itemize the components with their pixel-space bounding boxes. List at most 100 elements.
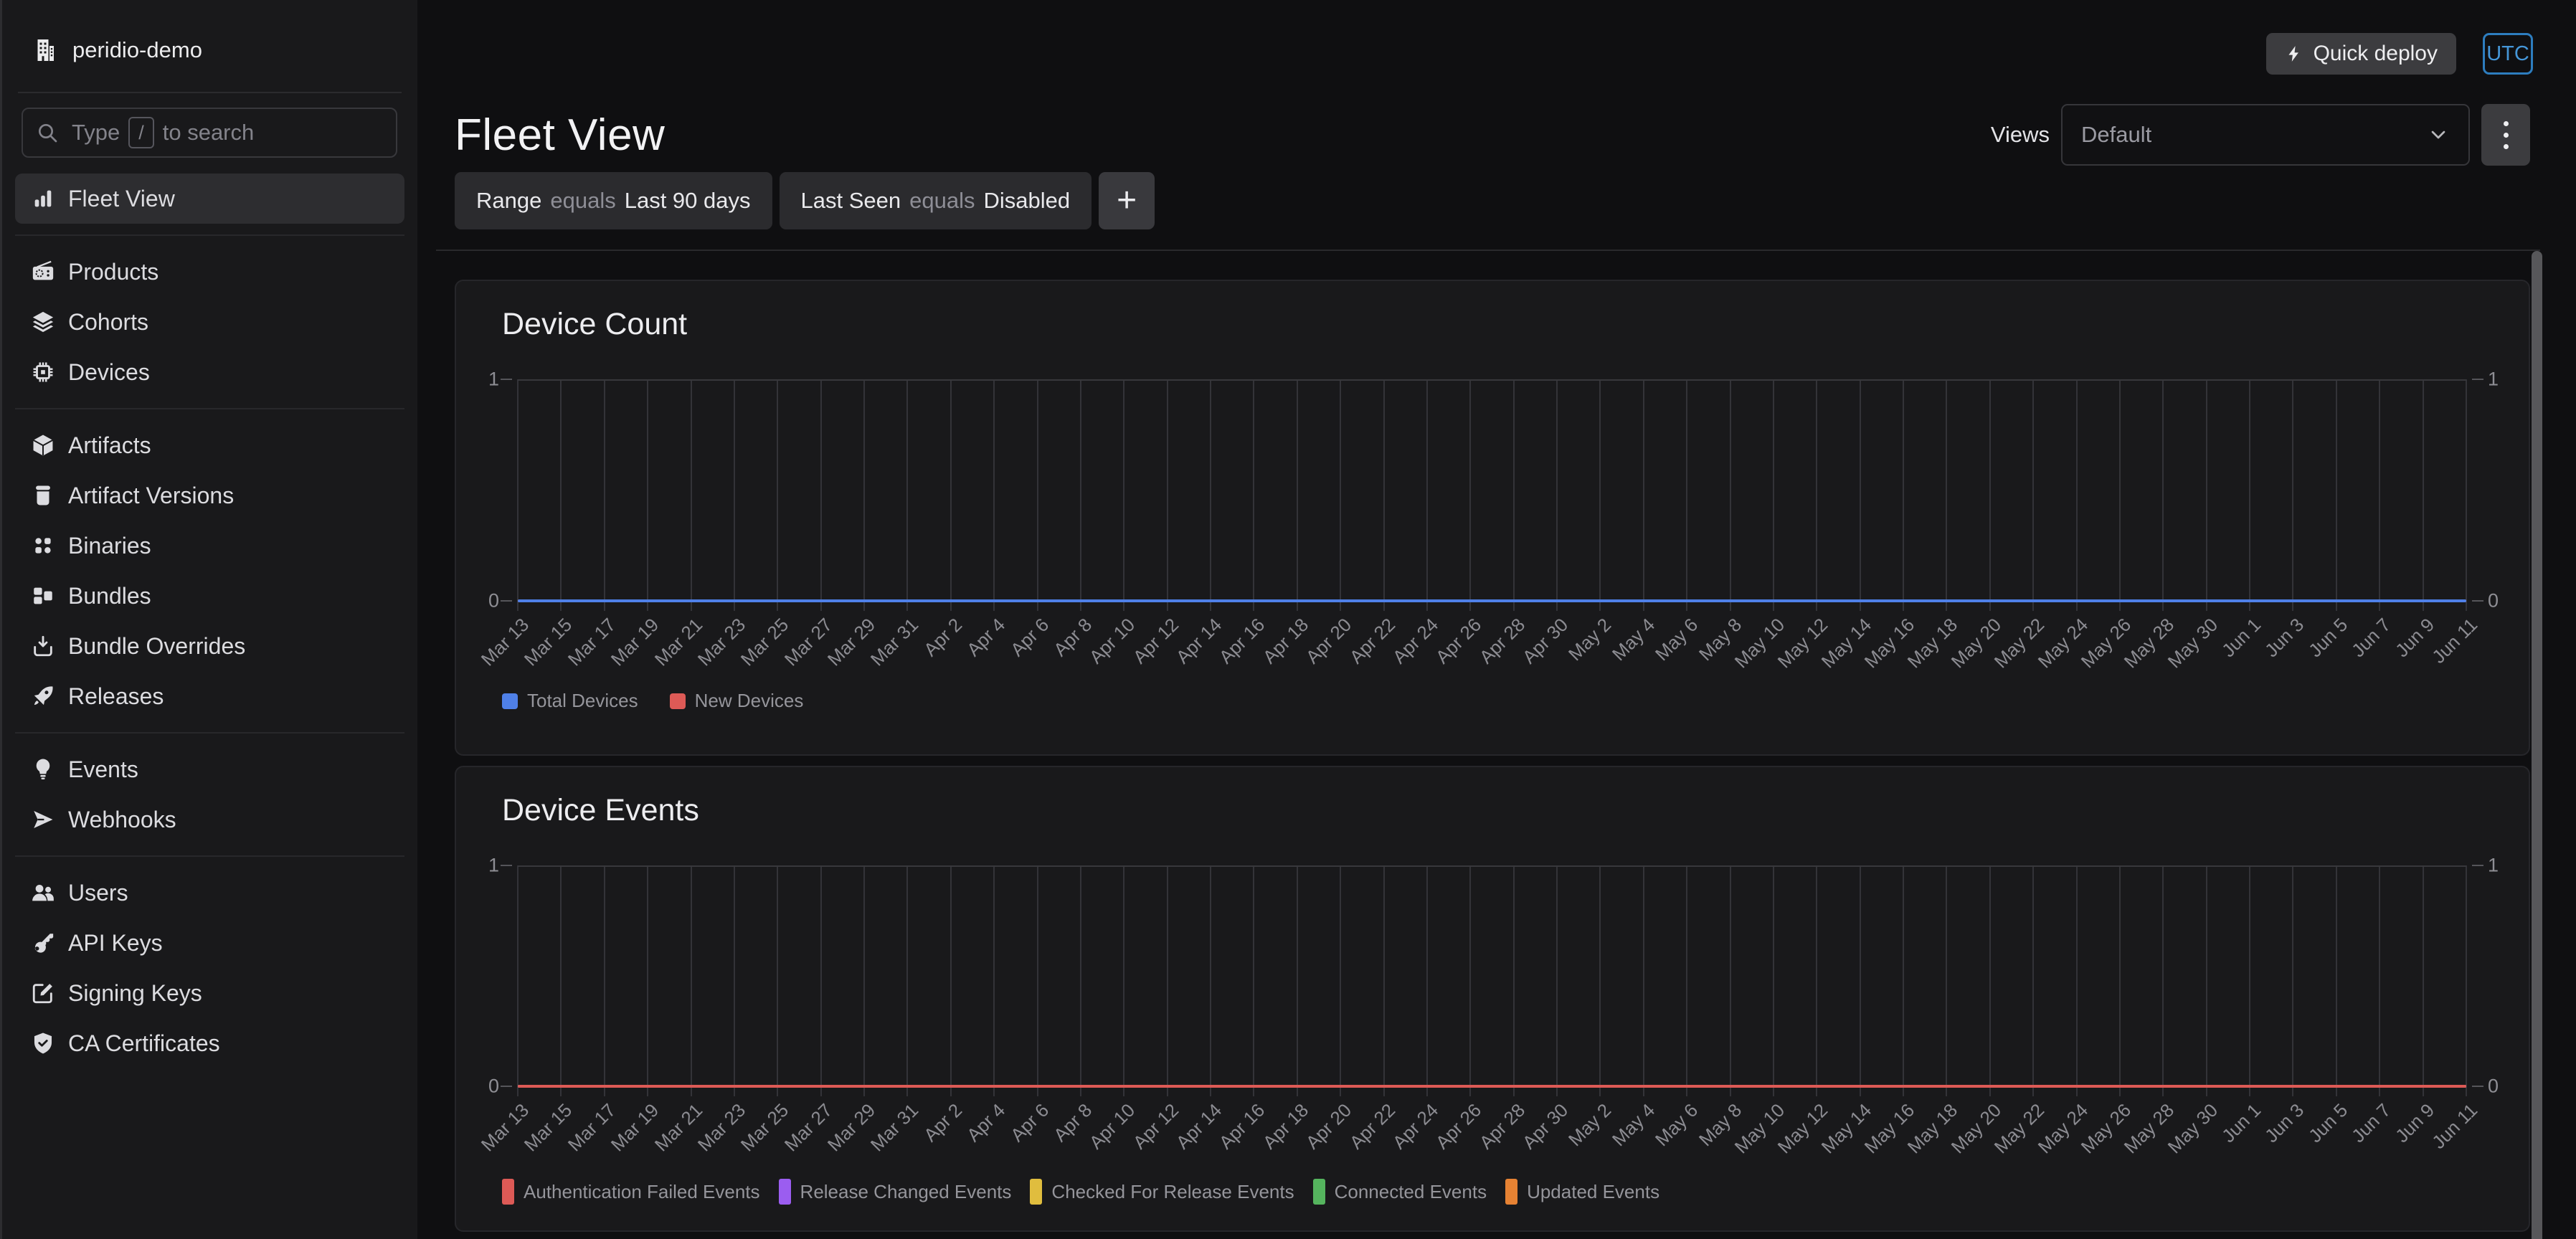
gridline	[950, 379, 952, 611]
sidebar-item-webhooks[interactable]: Webhooks	[15, 794, 404, 845]
gridline	[1167, 865, 1168, 1096]
bolt-icon	[2285, 44, 2303, 63]
sidebar-item-signing-keys[interactable]: Signing Keys	[15, 968, 404, 1018]
page-title: Fleet View	[455, 110, 665, 161]
x-axis-label: Mar 23	[693, 1099, 750, 1156]
sidebar-item-artifact-versions[interactable]: Artifact Versions	[15, 470, 404, 521]
legend-item-checked-for-release-events[interactable]: Checked For Release Events	[1030, 1179, 1294, 1205]
x-axis-label: Mar 13	[477, 1099, 534, 1156]
legend-swatch	[1313, 1179, 1325, 1205]
divider	[18, 92, 402, 93]
search-input[interactable]: Type / to search	[22, 108, 397, 158]
gridline	[1210, 865, 1211, 1096]
x-axis-label: Mar 15	[520, 614, 577, 670]
filter-chip-last-seen[interactable]: Last SeenequalsDisabled	[780, 172, 1092, 229]
legend-item-new-devices[interactable]: New Devices	[670, 690, 804, 712]
x-axis-label: Mar 15	[520, 1099, 577, 1156]
legend-swatch	[779, 1179, 791, 1205]
sidebar-item-artifacts[interactable]: Artifacts	[15, 420, 404, 470]
legend-label: Checked For Release Events	[1051, 1181, 1294, 1203]
gridline	[2336, 865, 2337, 1096]
x-axis-label: Mar 29	[823, 1099, 880, 1156]
x-axis-label: May 6	[1651, 614, 1703, 665]
x-axis-label: Mar 21	[650, 1099, 706, 1156]
x-axis-label: Mar 29	[823, 614, 880, 670]
axis-tick	[501, 600, 512, 602]
sidebar-item-label: API Keys	[68, 930, 163, 956]
gridline	[1946, 379, 1947, 611]
x-axis-label: Mar 19	[607, 614, 663, 670]
sidebar-item-label: Users	[68, 880, 128, 906]
chip-icon	[31, 359, 57, 385]
legend-item-updated-events[interactable]: Updated Events	[1505, 1179, 1659, 1205]
gridline	[1903, 865, 1904, 1096]
axis-tick	[501, 865, 512, 866]
sidebar-item-api-keys[interactable]: API Keys	[15, 918, 404, 968]
sidebar-item-products[interactable]: Products	[15, 247, 404, 297]
x-axis-label: Apr 26	[1431, 614, 1486, 668]
x-axis-label: Mar 21	[650, 614, 706, 670]
legend-item-total-devices[interactable]: Total Devices	[502, 690, 638, 712]
x-axis-label: Apr 20	[1302, 1099, 1356, 1154]
x-axis-label: Mar 17	[564, 614, 620, 670]
sidebar-item-bundles[interactable]: Bundles	[15, 571, 404, 621]
gridline	[1860, 865, 1861, 1096]
gridline	[1599, 865, 1601, 1096]
gridline	[2162, 379, 2164, 611]
org-switcher[interactable]: peridio-demo	[2, 0, 417, 63]
x-axis-label: Apr 14	[1172, 1099, 1226, 1154]
jar-icon	[31, 483, 57, 508]
filter-chip-range[interactable]: RangeequalsLast 90 days	[455, 172, 772, 229]
sidebar-item-ca-certificates[interactable]: CA Certificates	[15, 1018, 404, 1068]
x-axis-label: Apr 24	[1388, 614, 1443, 668]
x-axis-label: Apr 16	[1215, 1099, 1269, 1154]
views-menu-button[interactable]	[2481, 104, 2530, 166]
sidebar-item-releases[interactable]: Releases	[15, 671, 404, 721]
legend-item-connected-events[interactable]: Connected Events	[1313, 1179, 1487, 1205]
views-select[interactable]: Default	[2061, 104, 2470, 166]
scrollbar[interactable]	[2532, 251, 2542, 1239]
x-axis-label: Apr 12	[1128, 614, 1183, 668]
gridline	[1037, 379, 1038, 611]
gridline	[647, 865, 648, 1096]
sidebar-item-cohorts[interactable]: Cohorts	[15, 297, 404, 347]
filter-field: Range	[476, 188, 541, 214]
x-axis-label: Apr 6	[1006, 1099, 1053, 1147]
gridline	[560, 865, 562, 1096]
gridline	[1253, 865, 1254, 1096]
x-axis-label: Mar 31	[866, 1099, 923, 1156]
x-axis-label: Apr 24	[1388, 1099, 1443, 1154]
gridline	[2292, 379, 2293, 611]
axis-tick	[2472, 379, 2483, 380]
sidebar-item-events[interactable]: Events	[15, 744, 404, 794]
gridline	[518, 379, 2466, 381]
sidebar-item-bundle-overrides[interactable]: Bundle Overrides	[15, 621, 404, 671]
sidebar-item-label: Webhooks	[68, 807, 176, 833]
legend-item-authentication-failed-events[interactable]: Authentication Failed Events	[502, 1179, 760, 1205]
quick-deploy-label: Quick deploy	[2314, 42, 2438, 66]
radio-icon	[31, 259, 57, 285]
filter-value: Disabled	[983, 188, 1070, 214]
legend-item-release-changed-events[interactable]: Release Changed Events	[779, 1179, 1012, 1205]
gridline	[1123, 865, 1124, 1096]
filter-operator: equals	[909, 188, 975, 214]
timezone-button[interactable]: UTC	[2483, 33, 2533, 75]
gridline	[993, 865, 995, 1096]
binaries-icon	[31, 533, 57, 559]
gridline	[1730, 379, 1731, 611]
add-filter-button[interactable]: +	[1099, 172, 1155, 229]
x-axis-label: Apr 2	[919, 614, 967, 661]
gridline	[1123, 379, 1124, 611]
axis-tick	[501, 1086, 512, 1087]
y-axis-label: 0	[468, 1076, 499, 1098]
sidebar-item-users[interactable]: Users	[15, 868, 404, 918]
quick-deploy-button[interactable]: Quick deploy	[2266, 33, 2456, 75]
sidebar-item-fleet-view[interactable]: Fleet View	[15, 174, 404, 224]
sidebar-item-label: Events	[68, 756, 138, 783]
sidebar-item-label: Bundle Overrides	[68, 633, 245, 660]
sidebar-item-devices[interactable]: Devices	[15, 347, 404, 397]
x-axis-label: Apr 4	[962, 1099, 1010, 1147]
sidebar-item-binaries[interactable]: Binaries	[15, 521, 404, 571]
x-axis-label: Mar 25	[737, 1099, 793, 1156]
sidebar-item-label: Products	[68, 259, 158, 285]
